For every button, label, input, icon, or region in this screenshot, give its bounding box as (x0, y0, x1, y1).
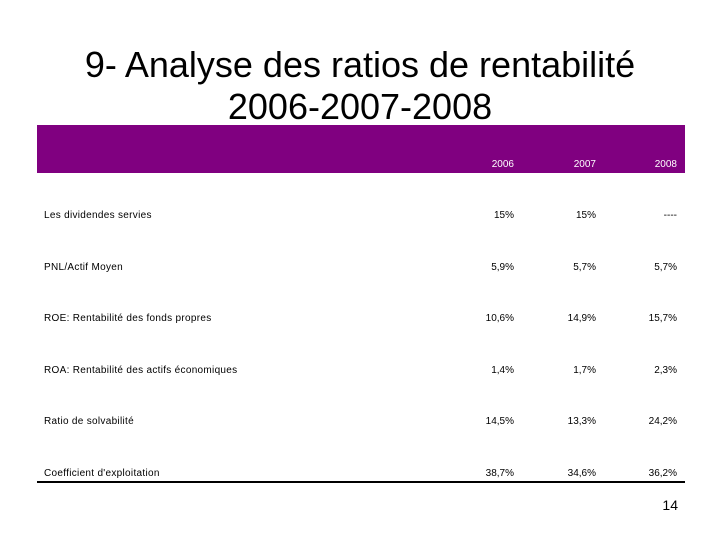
cell-2008: 15,7% (648, 313, 677, 324)
cell-2008: 24,2% (648, 416, 677, 427)
row-label: Les dividendes servies (44, 210, 152, 221)
table-row-solvabilite: Ratio de solvabilité 14,5% 13,3% 24,2% (37, 415, 685, 435)
table-row-dividendes: Les dividendes servies 15% 15% ---- (37, 209, 685, 229)
column-header-2006: 2006 (491, 159, 514, 170)
table-row-roa: ROA: Rentabilité des actifs économiques … (37, 364, 685, 384)
column-header-2008: 2008 (654, 159, 677, 170)
cell-2007: 34,6% (567, 468, 596, 479)
table-header-bar (37, 125, 685, 173)
column-header-2007: 2007 (573, 159, 596, 170)
slide-title-line-2: 2006-2007-2008 (227, 86, 493, 128)
table-row-roe: ROE: Rentabilité des fonds propres 10,6%… (37, 312, 685, 332)
slide-title: 9- Analyse des ratios de rentabilité 200… (0, 44, 720, 128)
slide-title-line-1: 9- Analyse des ratios de rentabilité (84, 44, 636, 86)
cell-2007: 14,9% (567, 313, 596, 324)
cell-2006: 10,6% (485, 313, 514, 324)
row-label: Ratio de solvabilité (44, 416, 134, 427)
cell-2008: 5,7% (654, 262, 677, 273)
cell-2007: 5,7% (573, 262, 596, 273)
row-label: ROA: Rentabilité des actifs économiques (44, 365, 238, 376)
page-number: 14 (662, 497, 678, 513)
table-row-pnl-actif: PNL/Actif Moyen 5,9% 5,7% 5,7% (37, 261, 685, 281)
row-label: ROE: Rentabilité des fonds propres (44, 313, 212, 324)
cell-2007: 1,7% (573, 365, 596, 376)
cell-2006: 5,9% (491, 262, 514, 273)
cell-2006: 14,5% (485, 416, 514, 427)
cell-2008: 36,2% (648, 468, 677, 479)
table-bottom-rule (37, 481, 685, 483)
cell-2008: 2,3% (654, 365, 677, 376)
row-label: PNL/Actif Moyen (44, 262, 123, 273)
cell-2007: 15% (575, 210, 596, 221)
cell-2007: 13,3% (567, 416, 596, 427)
table-row-exploitation: Coefficient d'exploitation 38,7% 34,6% 3… (37, 467, 685, 487)
row-label: Coefficient d'exploitation (44, 468, 160, 479)
cell-2008: ---- (663, 210, 677, 221)
cell-2006: 38,7% (485, 468, 514, 479)
cell-2006: 15% (493, 210, 514, 221)
cell-2006: 1,4% (491, 365, 514, 376)
